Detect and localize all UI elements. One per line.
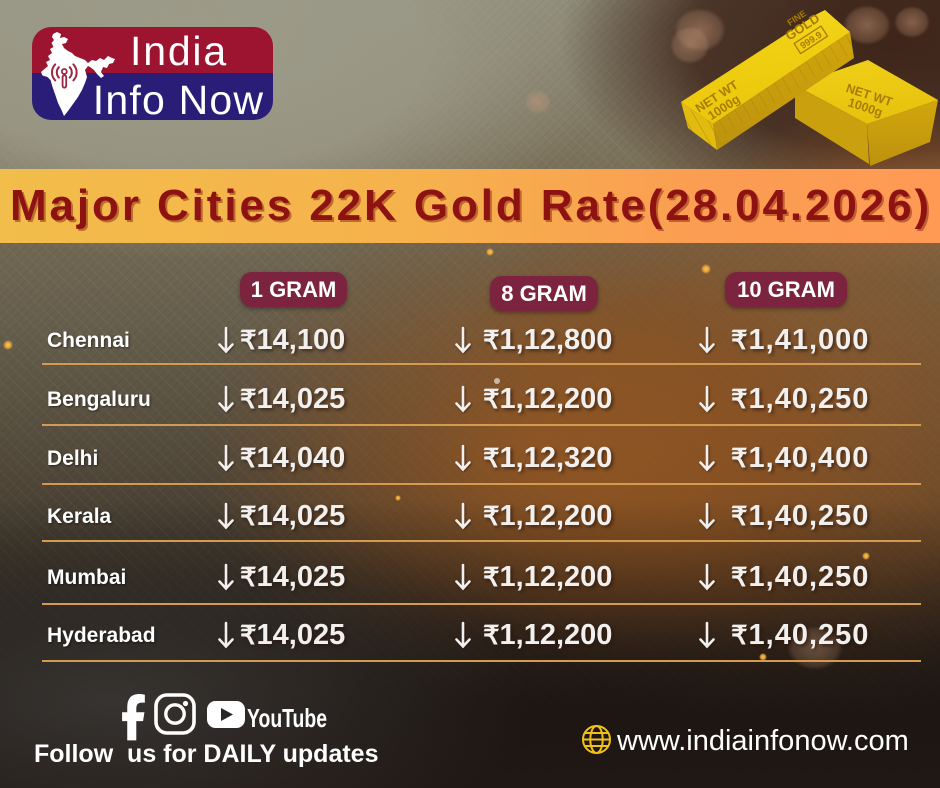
- svg-text:YouTube: YouTube: [247, 703, 327, 733]
